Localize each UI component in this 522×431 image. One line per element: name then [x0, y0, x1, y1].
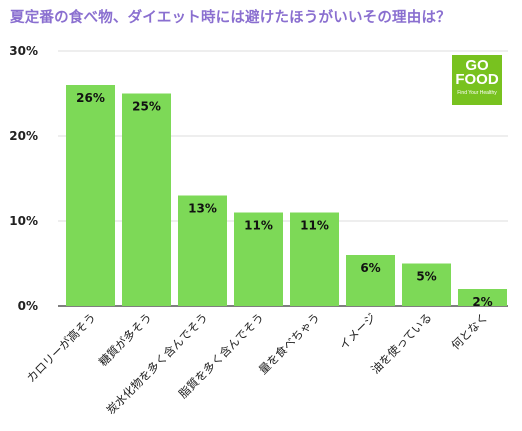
x-tick-label: 糖質が多そう	[96, 310, 155, 369]
data-label: 5%	[416, 270, 436, 284]
y-tick-label: 10%	[9, 214, 38, 228]
bar	[458, 289, 507, 306]
data-label: 25%	[132, 100, 161, 114]
bar	[346, 255, 395, 306]
y-tick-label: 0%	[18, 299, 38, 313]
bar	[290, 212, 339, 306]
data-label: 2%	[472, 295, 492, 309]
bar	[66, 85, 115, 306]
bar	[402, 263, 451, 306]
data-label: 26%	[76, 91, 105, 105]
y-tick-label: 30%	[9, 44, 38, 58]
chart-title: 夏定番の食べ物、ダイエット時には避けたほうがいいその理由は？	[10, 10, 451, 26]
logo-tagline: Find Your Healthy	[457, 90, 497, 96]
bar	[122, 93, 171, 306]
x-tick-label: 炭水化物を多く含んでそう	[104, 310, 211, 417]
data-label: 6%	[360, 261, 380, 275]
data-label: 11%	[300, 219, 329, 233]
go-food-logo: GO FOOD Find Your Healthy	[452, 55, 502, 105]
bar	[234, 212, 283, 306]
logo-text: GO FOOD	[455, 57, 499, 88]
data-label: 11%	[244, 219, 273, 233]
bar	[178, 195, 227, 306]
y-tick-label: 20%	[9, 129, 38, 143]
data-label: 13%	[188, 202, 217, 216]
x-tick-label: カロリーが高そう	[24, 310, 99, 385]
x-tick-label: 何となく	[448, 310, 490, 352]
x-tick-label: イメージ	[336, 310, 378, 352]
